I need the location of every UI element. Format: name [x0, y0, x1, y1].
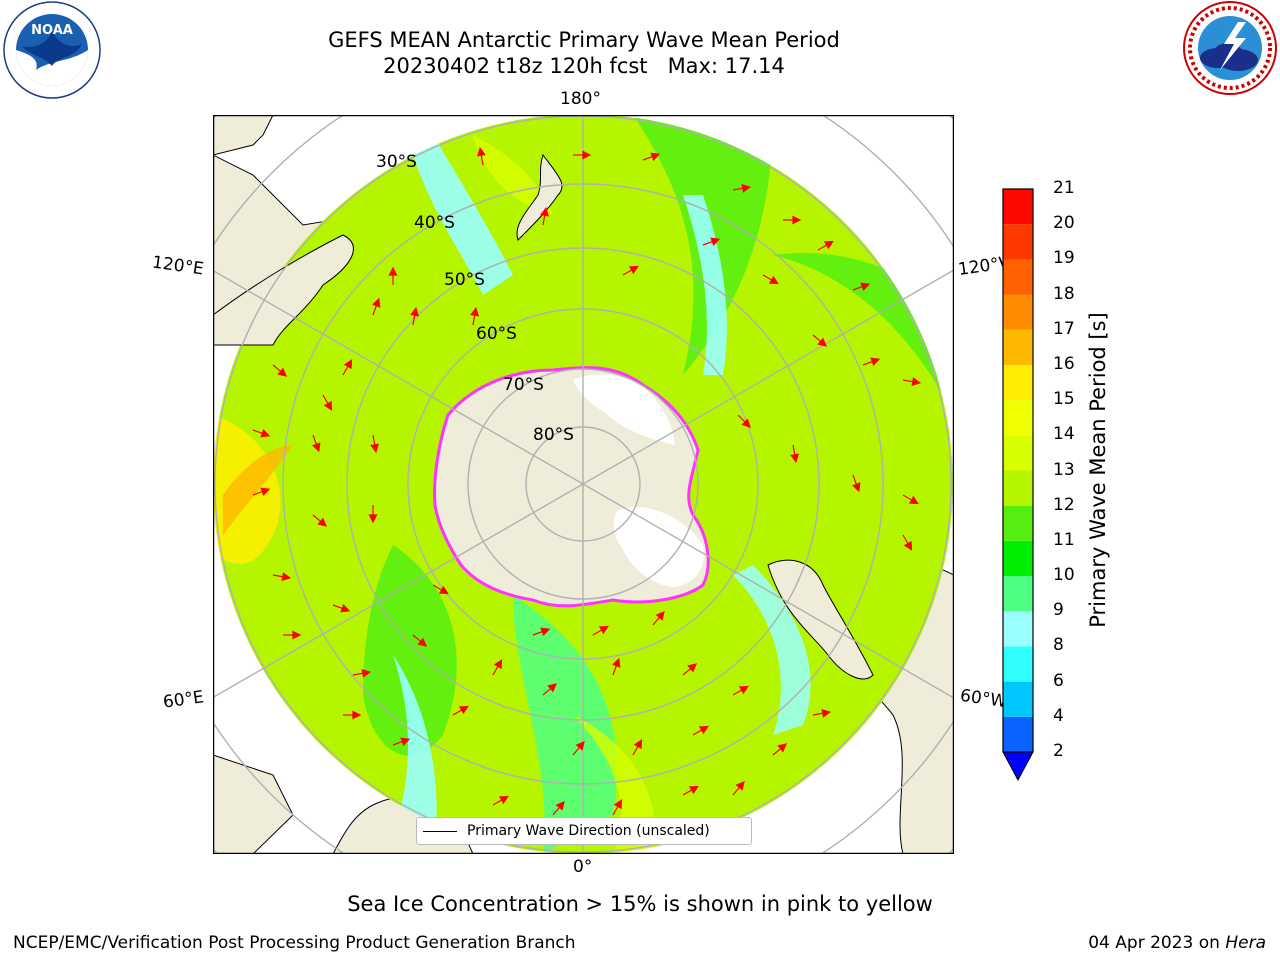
lat-label-50s: 50°S — [444, 270, 485, 290]
colorbar-tick-label: 19 — [1053, 248, 1075, 269]
colorbar-band — [1003, 400, 1033, 436]
map-legend: Primary Wave Direction (unscaled) — [416, 817, 752, 845]
footer-date: 04 Apr 2023 on Hera — [1088, 933, 1266, 953]
colorbar-tick-label: 10 — [1053, 565, 1075, 586]
colorbar-tick-label: 17 — [1053, 318, 1075, 339]
colorbar-tick-label: 6 — [1053, 670, 1064, 691]
colorbar-tick-label: 2 — [1053, 741, 1064, 761]
legend-label: Primary Wave Direction (unscaled) — [467, 823, 710, 839]
colorbar-tick-label: 12 — [1053, 494, 1075, 515]
colorbar-band — [1003, 646, 1033, 682]
colorbar — [1002, 188, 1034, 782]
colorbar-band — [1003, 435, 1033, 471]
colorbar-tick-label: 14 — [1053, 424, 1075, 445]
chart-title: GEFS MEAN Antarctic Primary Wave Mean Pe… — [328, 28, 840, 52]
lat-label-30s: 30°S — [376, 152, 417, 172]
colorbar-band — [1003, 329, 1033, 365]
lon-label-0: 0° — [573, 857, 593, 877]
colorbar-tick-label: 15 — [1053, 389, 1075, 410]
colorbar-tick-label: 20 — [1053, 213, 1075, 234]
colorbar-band — [1003, 364, 1033, 401]
colorbar-band — [1003, 576, 1033, 612]
lat-label-70s: 70°S — [503, 375, 544, 395]
colorbar-label: Primary Wave Mean Period [s] — [1086, 312, 1110, 628]
colorbar-band — [1003, 540, 1033, 577]
footer-credit: NCEP/EMC/Verification Post Processing Pr… — [13, 933, 576, 953]
colorbar-tick-label: 11 — [1053, 529, 1075, 550]
colorbar-band — [1003, 259, 1033, 295]
sea-ice-note: Sea Ice Concentration > 15% is shown in … — [347, 892, 933, 916]
colorbar-bands — [1003, 189, 1033, 752]
colorbar-band — [1003, 611, 1033, 647]
colorbar-band — [1003, 681, 1033, 717]
legend-line-swatch — [423, 831, 457, 832]
colorbar-tick-label: 18 — [1053, 283, 1075, 304]
colorbar-band — [1003, 224, 1033, 260]
colorbar-band — [1003, 470, 1033, 506]
lat-label-40s: 40°S — [414, 213, 455, 233]
footer-host: Hera — [1225, 933, 1266, 953]
footer-date-text: 04 Apr 2023 on — [1088, 933, 1226, 953]
polar-map — [213, 115, 954, 854]
lon-label-60e: 60°E — [161, 687, 206, 713]
lat-label-60s: 60°S — [476, 324, 517, 344]
colorbar-tick-label: 8 — [1053, 635, 1064, 656]
colorbar-tick-label: 4 — [1053, 705, 1064, 726]
lon-label-120e: 120°E — [150, 252, 205, 280]
noaa-logo-text: NOAA — [31, 23, 73, 38]
colorbar-band — [1003, 294, 1033, 330]
colorbar-under-triangle — [1002, 751, 1034, 782]
noaa-logo-icon: NOAA — [3, 1, 101, 99]
lat-label-80s: 80°S — [533, 425, 574, 445]
colorbar-tick-label: 9 — [1053, 600, 1064, 621]
colorbar-band — [1003, 189, 1033, 225]
colorbar-tick-label: 13 — [1053, 459, 1075, 480]
lon-label-180: 180° — [560, 89, 601, 109]
colorbar-tick-label: 16 — [1053, 353, 1075, 374]
nws-logo-icon — [1183, 1, 1277, 95]
chart-subtitle: 20230402 t18z 120h fcst Max: 17.14 — [383, 54, 785, 78]
colorbar-tick-label: 21 — [1053, 178, 1075, 198]
colorbar-band — [1003, 716, 1033, 752]
colorbar-band — [1003, 505, 1033, 541]
